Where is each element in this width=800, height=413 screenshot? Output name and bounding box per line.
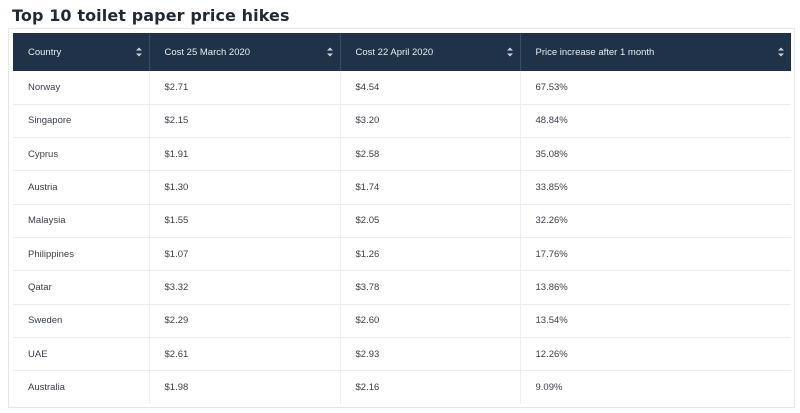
cell-cost-april: $2.93 — [340, 337, 521, 371]
cell-price-increase: 13.86% — [535, 281, 568, 293]
cell-country: Qatar — [13, 270, 150, 305]
cell-price-increase: 13.54% — [535, 315, 568, 327]
table-row: Sweden $2.29 $2.60 13.54% — [13, 304, 791, 338]
cell-price-increase: 32.26% — [535, 215, 568, 227]
column-header-cost-april[interactable]: Cost 22 April 2020 — [340, 33, 521, 71]
table-header: Country Cost 25 March 2020 Cost 22 April… — [13, 33, 791, 71]
cell-cost-april: $2.58 — [340, 137, 521, 171]
cell-country: Australia — [13, 370, 150, 404]
cell-country: Malaysia — [13, 204, 150, 238]
cell-cost-april: $2.05 — [340, 204, 521, 238]
cell-country: Norway — [13, 71, 150, 105]
column-header-label: Cost 25 March 2020 — [164, 46, 251, 58]
cell-cost-april: $3.78 — [340, 270, 521, 305]
cell-cost-march: $2.15 — [149, 104, 341, 138]
cell-price-increase: 48.84% — [535, 115, 568, 127]
table-header-row: Country Cost 25 March 2020 Cost 22 April… — [13, 33, 791, 71]
column-header-price-increase[interactable]: Price increase after 1 month — [520, 33, 791, 71]
cell-price-increase: 9.09% — [535, 382, 563, 394]
price-table-container: Country Cost 25 March 2020 Cost 22 April… — [8, 28, 795, 408]
cell-country: Singapore — [13, 104, 150, 138]
cell-country: UAE — [13, 337, 150, 371]
cell-country: Philippines — [13, 237, 150, 271]
table-row: Qatar $3.32 $3.78 13.86% — [13, 270, 791, 305]
cell-price-increase: 12.26% — [535, 348, 568, 360]
table-row: Australia $1.98 $2.16 9.09% — [13, 370, 791, 404]
cell-cost-march: $3.32 — [149, 270, 341, 305]
cell-country: Sweden — [13, 304, 150, 338]
cell-cost-march: $2.61 — [149, 337, 341, 371]
cell-cost-march: $1.55 — [149, 204, 341, 238]
cell-cost-march: $2.71 — [149, 71, 341, 105]
sort-arrows-icon[interactable] — [326, 47, 333, 57]
table-row: Philippines $1.07 $1.26 17.76% — [13, 237, 791, 271]
cell-price-increase: 35.08% — [535, 148, 568, 160]
cell-cost-march: $1.98 — [149, 370, 341, 404]
cell-country: Austria — [13, 170, 150, 205]
sort-arrows-icon[interactable] — [778, 47, 784, 57]
cell-cost-march: $1.91 — [149, 137, 341, 171]
cell-country: Cyprus — [13, 137, 150, 171]
table-row: Singapore $2.15 $3.20 48.84% — [13, 104, 791, 138]
table-row: Norway $2.71 $4.54 67.53% — [13, 71, 791, 105]
cell-cost-april: $4.54 — [340, 71, 521, 105]
table-row: Austria $1.30 $1.74 33.85% — [13, 170, 791, 205]
column-header-cost-march[interactable]: Cost 25 March 2020 — [149, 33, 341, 71]
table-body: Norway $2.71 $4.54 67.53% Singapore $2.1… — [13, 71, 791, 404]
table-row: Malaysia $1.55 $2.05 32.26% — [13, 204, 791, 238]
cell-cost-march: $1.30 — [149, 170, 341, 205]
cell-cost-march: $2.29 — [149, 304, 341, 338]
cell-price-increase: 33.85% — [535, 182, 568, 194]
column-header-label: Cost 22 April 2020 — [355, 46, 434, 58]
sort-arrows-icon[interactable] — [135, 47, 142, 57]
column-header-label: Country — [28, 46, 62, 58]
cell-cost-april: $1.26 — [340, 237, 521, 271]
sort-arrows-icon[interactable] — [506, 47, 513, 57]
table-row: Cyprus $1.91 $2.58 35.08% — [13, 137, 791, 171]
price-hikes-table: Country Cost 25 March 2020 Cost 22 April… — [13, 33, 791, 404]
cell-cost-april: $2.16 — [340, 370, 521, 404]
page-title: Top 10 toilet paper price hikes — [12, 6, 290, 25]
column-header-country[interactable]: Country — [13, 33, 150, 71]
cell-cost-april: $3.20 — [340, 104, 521, 138]
cell-cost-march: $1.07 — [149, 237, 341, 271]
cell-cost-april: $2.60 — [340, 304, 521, 338]
cell-price-increase: 17.76% — [535, 248, 568, 260]
cell-price-increase: 67.53% — [535, 81, 568, 93]
table-row: UAE $2.61 $2.93 12.26% — [13, 337, 791, 371]
column-header-label: Price increase after 1 month — [535, 46, 655, 58]
cell-cost-april: $1.74 — [340, 170, 521, 205]
